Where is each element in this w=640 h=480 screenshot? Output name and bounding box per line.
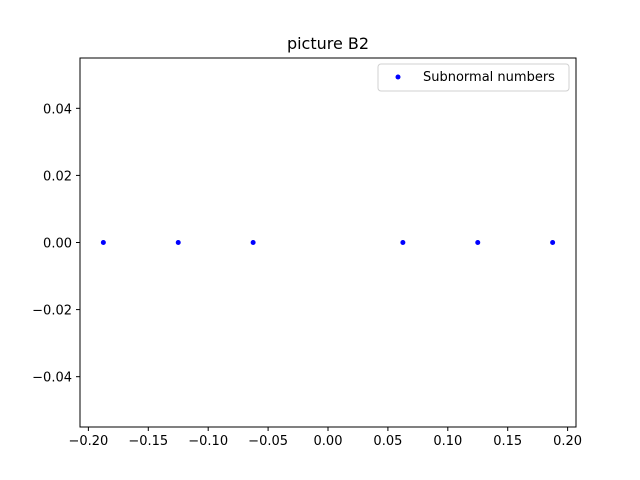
y-tick-label: −0.02 [32,304,72,319]
legend-box [377,63,570,92]
y-axis: 0.04 0.02 0.00 −0.02 −0.04 [32,102,80,386]
scatter-points [100,240,556,245]
x-tick-label: −0.05 [248,434,288,449]
chart-title: picture B2 [287,34,369,53]
x-tick-label: −0.10 [188,434,228,449]
data-point [400,240,406,245]
plot-area-frame [79,57,577,428]
y-tick-label: 0.04 [43,102,72,117]
data-point [475,240,481,245]
data-point [550,240,556,245]
y-tick-label: 0.02 [43,169,72,184]
x-tick-label: 0.00 [314,434,343,449]
data-point [100,240,106,245]
y-tick-label: 0.00 [43,237,72,252]
x-axis: −0.20 −0.15 −0.10 −0.05 0.00 0.05 0.10 0.15 0.20 [68,427,582,449]
x-tick-label: 0.20 [553,434,582,449]
x-tick-label: −0.20 [68,434,108,449]
x-tick-label: 0.15 [493,434,522,449]
legend: Subnormal numbers [377,63,570,92]
data-point [175,240,181,245]
data-point [250,240,256,245]
legend-marker-subnormal-numbers [395,74,401,80]
x-tick-label: 0.05 [373,434,402,449]
x-tick-label: 0.10 [433,434,462,449]
x-tick-label: −0.15 [128,434,168,449]
y-tick-label: −0.04 [32,371,72,386]
legend-label-subnormal-numbers: Subnormal numbers [423,70,555,85]
